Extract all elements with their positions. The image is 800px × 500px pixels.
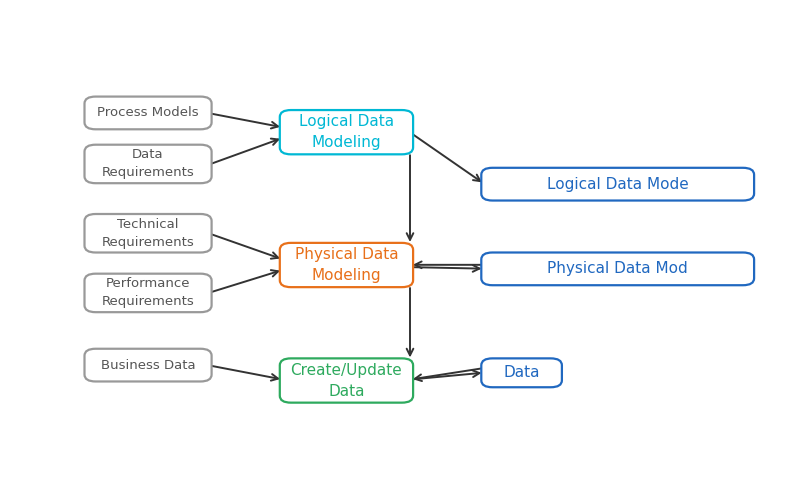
Text: Data
Requirements: Data Requirements <box>102 148 194 180</box>
FancyBboxPatch shape <box>85 144 211 183</box>
Text: Physical Data
Modeling: Physical Data Modeling <box>294 247 398 283</box>
FancyBboxPatch shape <box>85 96 211 130</box>
Text: Create/Update
Data: Create/Update Data <box>290 362 402 398</box>
FancyBboxPatch shape <box>280 358 413 403</box>
Text: Business Data: Business Data <box>101 358 195 372</box>
FancyBboxPatch shape <box>482 252 754 285</box>
Text: Process Models: Process Models <box>98 106 199 120</box>
Text: Technical
Requirements: Technical Requirements <box>102 218 194 248</box>
Text: Logical Data Mode: Logical Data Mode <box>547 176 689 192</box>
FancyBboxPatch shape <box>85 349 211 382</box>
FancyBboxPatch shape <box>85 214 211 252</box>
Text: Data: Data <box>503 366 540 380</box>
FancyBboxPatch shape <box>482 358 562 387</box>
Text: Physical Data Mod: Physical Data Mod <box>547 262 688 276</box>
Text: Logical Data
Modeling: Logical Data Modeling <box>299 114 394 150</box>
Text: Performance
Requirements: Performance Requirements <box>102 278 194 308</box>
FancyBboxPatch shape <box>280 110 413 154</box>
FancyBboxPatch shape <box>85 274 211 312</box>
FancyBboxPatch shape <box>280 243 413 287</box>
FancyBboxPatch shape <box>482 168 754 200</box>
